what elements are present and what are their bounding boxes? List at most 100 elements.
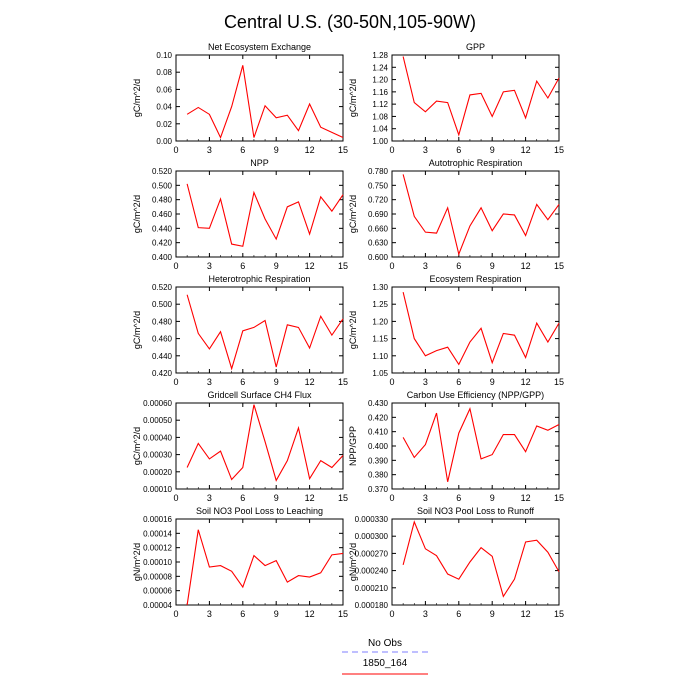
chart-1-ytick-label-2: 1.08 <box>372 112 388 121</box>
chart-8: Soil NO3 Pool Loss to Leaching gN/m^2/d 0 3… <box>132 506 348 619</box>
chart-3-ytick-label-4: 0.720 <box>368 196 389 205</box>
chart-5-frame <box>391 286 560 374</box>
chart-9-ytick-label-5: 0.000330 <box>355 515 389 524</box>
chart-1-ytick-label-0: 1.00 <box>372 137 388 146</box>
chart-0-ytick-label-3: 0.06 <box>156 85 172 94</box>
chart-6-ytick-label-1: 0.00020 <box>143 468 172 477</box>
chart-7-xtick-label-5: 15 <box>554 493 564 503</box>
chart-1-title: GPP <box>466 42 485 52</box>
chart-8-ytick-label-4: 0.00012 <box>143 544 172 553</box>
chart-7: Carbon Use Efficiency (NPP/GPP) NPP/GPP 0 3… <box>348 390 564 503</box>
chart-6-series-0-line <box>186 404 344 482</box>
chart-8-xtick-label-1: 3 <box>207 609 212 619</box>
chart-1-xtick-label-5: 15 <box>554 145 564 155</box>
chart-9-title: Soil NO3 Pool Loss to Runoff <box>417 506 534 516</box>
chart-5-ylabel: gC/m^2/d <box>348 311 358 349</box>
chart-0: Net Ecosystem Exchange gC/m^2/d 0 3 6 9 12 15 0.… <box>132 42 348 155</box>
chart-0-xtick-label-2: 6 <box>240 145 245 155</box>
chart-2-ytick-label-3: 0.460 <box>152 210 173 219</box>
chart-3-xtick-label-0: 0 <box>389 261 394 271</box>
chart-3-xtick-label-4: 12 <box>521 261 531 271</box>
chart-4-series-0-line <box>186 294 344 371</box>
chart-8-title: Soil NO3 Pool Loss to Leaching <box>196 506 323 516</box>
chart-8-xtick-label-4: 12 <box>305 609 315 619</box>
chart-4-xtick-label-1: 3 <box>207 377 212 387</box>
chart-4-ytick-label-4: 0.500 <box>152 300 173 309</box>
chart-7-ytick-label-1: 0.380 <box>368 471 389 480</box>
chart-6-xtick-label-1: 3 <box>207 493 212 503</box>
chart-1-ytick-label-5: 1.20 <box>372 76 388 85</box>
chart-1: GPP gC/m^2/d 0 3 6 9 12 15 1.00 1.04 1.08 1.12 1.16 1… <box>348 42 564 155</box>
chart-4-xtick-label-3: 9 <box>274 377 279 387</box>
chart-2-ylabel: gC/m^2/d <box>132 195 142 233</box>
chart-3-ytick-label-0: 0.600 <box>368 253 389 262</box>
chart-8-xtick-label-3: 9 <box>274 609 279 619</box>
chart-9-ytick-label-1: 0.000210 <box>355 584 389 593</box>
chart-3: Autotrophic Respiration gC/m^2/d 0 3 6 9 12 15 0… <box>348 158 564 271</box>
chart-9-xtick-label-1: 3 <box>423 609 428 619</box>
chart-2-title: NPP <box>250 158 269 168</box>
chart-5-title: Ecosystem Respiration <box>429 274 521 284</box>
chart-0-xtick-label-5: 15 <box>338 145 348 155</box>
chart-7-ylabel: NPP/GPP <box>348 426 358 466</box>
chart-4-ytick-label-1: 0.440 <box>152 352 173 361</box>
chart-9-xtick-label-5: 15 <box>554 609 564 619</box>
chart-9-xtick-label-3: 9 <box>490 609 495 619</box>
chart-7-ytick-label-0: 0.370 <box>368 485 389 494</box>
chart-0-ytick-label-1: 0.02 <box>156 120 172 129</box>
chart-5-ytick-label-2: 1.15 <box>372 335 388 344</box>
chart-3-xtick-label-5: 15 <box>554 261 564 271</box>
legend: No Obs 1850_164 <box>342 638 428 675</box>
chart-6-ytick-label-3: 0.00040 <box>143 433 172 442</box>
chart-1-xtick-label-2: 6 <box>456 145 461 155</box>
chart-2-xtick-label-1: 3 <box>207 261 212 271</box>
chart-6-ytick-label-4: 0.00050 <box>143 416 172 425</box>
legend-label-1850-164: 1850_164 <box>363 658 408 669</box>
chart-7-xtick-label-1: 3 <box>423 493 428 503</box>
chart-4-frame <box>175 286 344 374</box>
chart-7-xtick-label-2: 6 <box>456 493 461 503</box>
chart-0-ytick-label-2: 0.04 <box>156 103 172 112</box>
chart-3-xtick-label-2: 6 <box>456 261 461 271</box>
chart-2-xtick-label-4: 12 <box>305 261 315 271</box>
chart-5-ytick-label-3: 1.20 <box>372 317 388 326</box>
chart-6-xtick-label-5: 15 <box>338 493 348 503</box>
chart-2-xtick-label-2: 6 <box>240 261 245 271</box>
chart-6-xtick-label-0: 0 <box>173 493 178 503</box>
chart-9-xtick-label-0: 0 <box>389 609 394 619</box>
chart-2-ytick-label-6: 0.520 <box>152 167 173 176</box>
chart-7-ytick-label-2: 0.390 <box>368 456 389 465</box>
chart-1-series-0-line <box>402 56 560 137</box>
chart-2-series-0-line <box>186 183 344 247</box>
chart-8-ytick-label-1: 0.00006 <box>143 587 172 596</box>
chart-6-xtick-label-4: 12 <box>305 493 315 503</box>
chart-6-ytick-label-5: 0.00060 <box>143 399 172 408</box>
chart-3-series-0-line <box>402 174 560 256</box>
chart-7-series-0-line <box>402 407 560 482</box>
chart-0-xtick-label-1: 3 <box>207 145 212 155</box>
chart-5-ytick-label-1: 1.10 <box>372 352 388 361</box>
chart-4-title: Heterotrophic Respiration <box>208 274 310 284</box>
chart-2-ytick-label-2: 0.440 <box>152 224 173 233</box>
chart-5-xtick-label-5: 15 <box>554 377 564 387</box>
chart-6-xtick-label-3: 9 <box>274 493 279 503</box>
chart-8-xtick-label-0: 0 <box>173 609 178 619</box>
chart-1-ytick-label-3: 1.12 <box>372 100 388 109</box>
chart-1-ytick-label-6: 1.24 <box>372 63 388 72</box>
chart-5-xtick-label-0: 0 <box>389 377 394 387</box>
chart-6-ylabel: gC/m^2/d <box>132 427 142 465</box>
figure-title: Central U.S. (30-50N,105-90W) <box>224 12 476 32</box>
chart-6: Gridcell Surface CH4 Flux gC/m^2/d 0 3 6 9 12 1… <box>132 390 348 503</box>
chart-8-ytick-label-5: 0.00014 <box>143 529 172 538</box>
chart-9: Soil NO3 Pool Loss to Runoff gN/m^2/d 0 3 6 9… <box>348 506 564 619</box>
chart-2-xtick-label-3: 9 <box>274 261 279 271</box>
chart-6-ytick-label-2: 0.00030 <box>143 451 172 460</box>
chart-4-ylabel: gC/m^2/d <box>132 311 142 349</box>
chart-9-ytick-label-3: 0.000270 <box>355 549 389 558</box>
chart-5-ytick-label-4: 1.25 <box>372 300 388 309</box>
chart-0-xtick-label-0: 0 <box>173 145 178 155</box>
chart-6-xtick-label-2: 6 <box>240 493 245 503</box>
chart-3-ytick-label-6: 0.780 <box>368 167 389 176</box>
chart-2-ytick-label-0: 0.400 <box>152 253 173 262</box>
chart-0-title: Net Ecosystem Exchange <box>208 42 311 52</box>
